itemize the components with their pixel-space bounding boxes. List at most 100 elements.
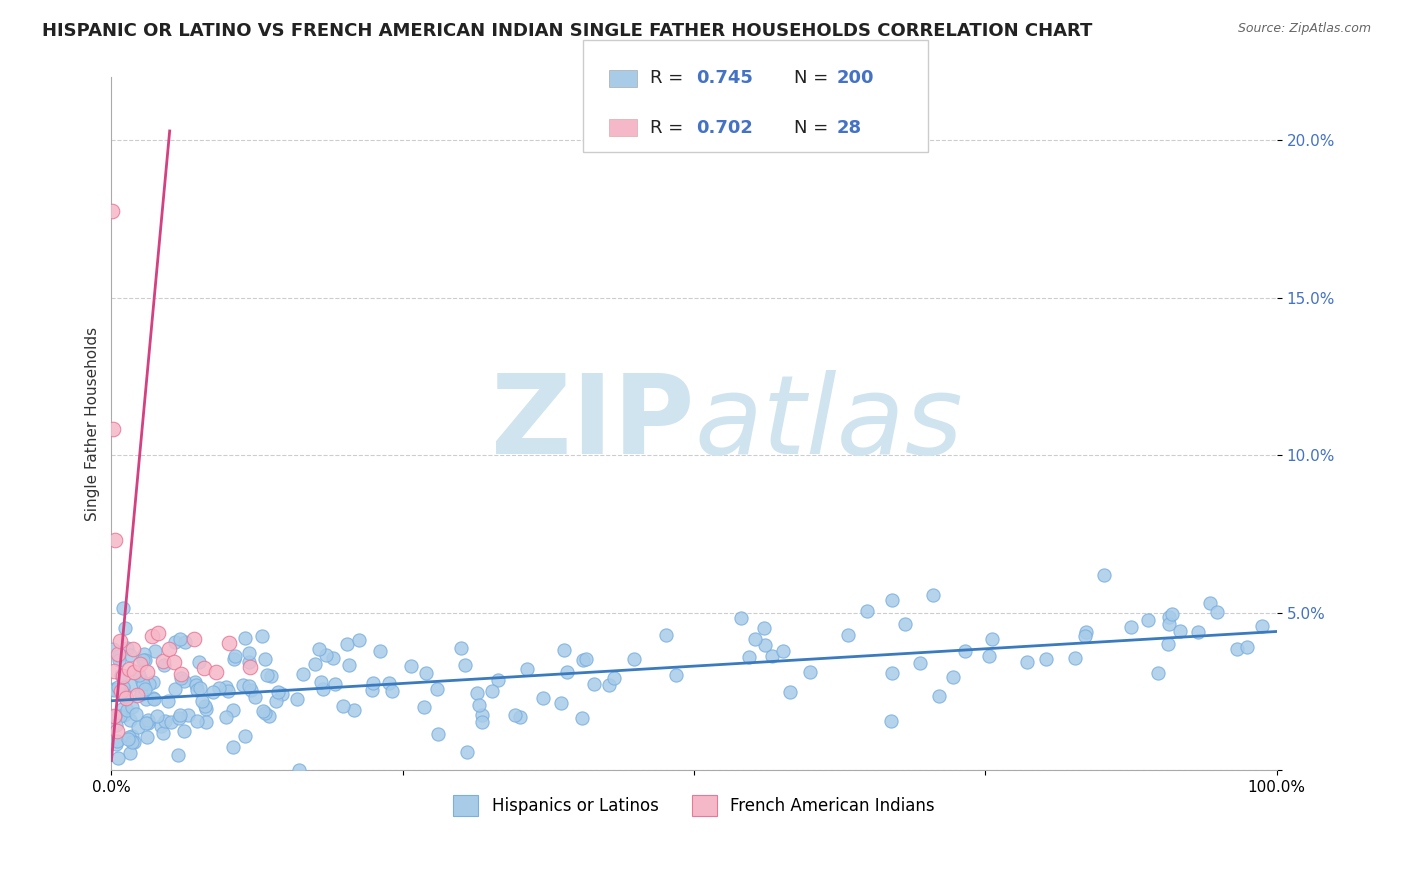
Point — [908, 656, 931, 670]
Point — [1205, 605, 1227, 619]
Point — [468, 698, 491, 712]
Point — [738, 650, 761, 665]
Point — [114, 689, 136, 703]
Point — [1015, 655, 1038, 669]
Point — [1035, 651, 1057, 665]
Point — [238, 646, 260, 660]
Point — [148, 626, 170, 640]
Point — [103, 709, 125, 723]
Point — [368, 643, 391, 657]
Point — [665, 668, 688, 682]
Point — [254, 706, 277, 721]
Point — [143, 643, 166, 657]
Point — [142, 691, 165, 706]
Point — [149, 718, 172, 732]
Point — [155, 714, 177, 729]
Point — [837, 628, 859, 642]
Point — [1157, 609, 1180, 624]
Point — [516, 663, 538, 677]
Point — [110, 668, 132, 682]
Point — [598, 677, 620, 691]
Point — [471, 707, 494, 722]
Point — [1161, 607, 1184, 622]
Point — [267, 685, 290, 699]
Point — [215, 681, 238, 695]
Point — [456, 745, 478, 759]
Point — [201, 684, 224, 698]
Point — [128, 668, 150, 682]
Point — [125, 688, 148, 702]
Point — [217, 684, 239, 698]
Point — [337, 658, 360, 673]
Point — [160, 714, 183, 729]
Point — [105, 733, 128, 747]
Point — [136, 665, 159, 679]
Point — [654, 628, 676, 642]
Point — [481, 684, 503, 698]
Point — [509, 710, 531, 724]
Point — [184, 674, 207, 689]
Point — [953, 644, 976, 658]
Point — [399, 659, 422, 673]
Point — [1250, 619, 1272, 633]
Point — [115, 703, 138, 717]
Point — [311, 682, 333, 697]
Point — [488, 673, 510, 688]
Point — [465, 686, 488, 700]
Point — [118, 731, 141, 745]
Point — [583, 677, 606, 691]
Point — [979, 648, 1001, 663]
Point — [120, 648, 142, 662]
Point — [135, 730, 157, 744]
Point — [1119, 620, 1142, 634]
Point — [157, 694, 180, 708]
Point — [170, 666, 193, 681]
Point — [104, 533, 127, 548]
Point — [132, 653, 155, 667]
Point — [1092, 568, 1115, 582]
Legend: Hispanics or Latinos, French American Indians: Hispanics or Latinos, French American In… — [444, 787, 943, 824]
Point — [243, 690, 266, 704]
Point — [744, 632, 766, 647]
Point — [315, 648, 337, 663]
Point — [142, 691, 165, 706]
Point — [264, 694, 287, 708]
Point — [882, 593, 904, 607]
Point — [772, 644, 794, 658]
Point — [602, 671, 624, 685]
Point — [550, 696, 572, 710]
Point — [111, 681, 134, 695]
Point — [471, 715, 494, 730]
Point — [136, 715, 159, 730]
Point — [107, 680, 129, 694]
Point — [257, 708, 280, 723]
Point — [115, 641, 138, 656]
Point — [118, 662, 141, 676]
Point — [195, 702, 218, 716]
Point — [291, 666, 314, 681]
Point — [1074, 629, 1097, 643]
Point — [107, 681, 129, 696]
Text: 0.702: 0.702 — [696, 119, 752, 136]
Point — [146, 709, 169, 723]
Point — [188, 681, 211, 696]
Point — [323, 677, 346, 691]
Point — [173, 723, 195, 738]
Point — [108, 653, 131, 667]
Point — [224, 648, 246, 663]
Point — [103, 682, 125, 697]
Point — [880, 714, 903, 728]
Point — [134, 653, 156, 667]
Point — [208, 681, 231, 696]
Point — [252, 705, 274, 719]
Point — [238, 656, 260, 670]
Point — [271, 687, 294, 701]
Point — [103, 681, 125, 696]
Point — [921, 588, 943, 602]
Point — [174, 635, 197, 649]
Point — [186, 714, 208, 728]
Point — [134, 681, 156, 696]
Text: atlas: atlas — [695, 370, 963, 477]
Point — [941, 670, 963, 684]
Point — [730, 610, 752, 624]
